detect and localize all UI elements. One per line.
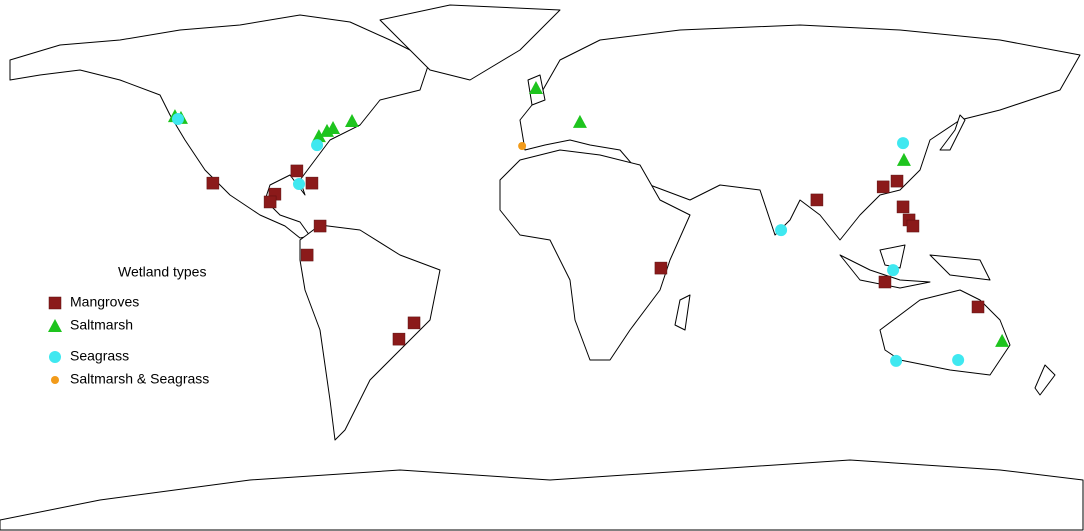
site-marker xyxy=(654,261,668,275)
site-marker xyxy=(293,177,306,190)
site-marker xyxy=(311,129,326,143)
legend-label: Mangroves xyxy=(70,294,139,310)
antarctica xyxy=(0,459,1084,531)
site-marker xyxy=(300,248,314,262)
site-marker xyxy=(263,195,277,209)
africa xyxy=(499,149,691,361)
legend-label: Saltmarsh & Seagrass xyxy=(70,371,209,387)
site-marker xyxy=(311,139,324,152)
legend-marker xyxy=(48,296,62,310)
site-marker xyxy=(392,332,406,346)
site-marker xyxy=(878,275,892,289)
site-marker xyxy=(995,333,1010,347)
south-america xyxy=(299,224,441,441)
site-marker xyxy=(326,121,341,135)
eurasia xyxy=(519,24,1081,241)
site-marker xyxy=(313,219,327,233)
japan xyxy=(939,114,966,151)
site-marker xyxy=(810,193,824,207)
site-marker xyxy=(775,224,788,237)
site-marker xyxy=(518,142,527,150)
site-marker xyxy=(290,164,304,178)
site-marker xyxy=(887,264,900,277)
site-marker xyxy=(344,114,359,128)
greenland xyxy=(379,4,561,81)
site-marker xyxy=(890,174,904,188)
site-marker xyxy=(906,219,920,233)
north-america xyxy=(9,14,431,239)
site-marker xyxy=(572,114,587,128)
indonesia xyxy=(839,244,991,289)
legend-label: Saltmarsh xyxy=(70,317,133,333)
legend-marker xyxy=(51,376,59,384)
site-marker xyxy=(305,176,319,190)
site-marker xyxy=(952,354,965,367)
site-marker xyxy=(171,113,184,126)
site-marker xyxy=(890,354,903,367)
site-marker xyxy=(407,316,421,330)
site-marker xyxy=(876,180,890,194)
site-marker xyxy=(528,81,543,94)
legend-marker xyxy=(49,351,61,363)
madagascar xyxy=(674,294,691,331)
legend-marker xyxy=(48,319,62,332)
legend-title: Wetland types xyxy=(118,264,206,280)
new-zealand xyxy=(1034,364,1056,396)
site-marker xyxy=(896,200,910,214)
site-marker xyxy=(971,300,985,314)
site-marker xyxy=(896,152,911,166)
site-marker xyxy=(897,137,910,150)
legend-label: Seagrass xyxy=(70,348,129,364)
site-marker xyxy=(206,176,220,190)
